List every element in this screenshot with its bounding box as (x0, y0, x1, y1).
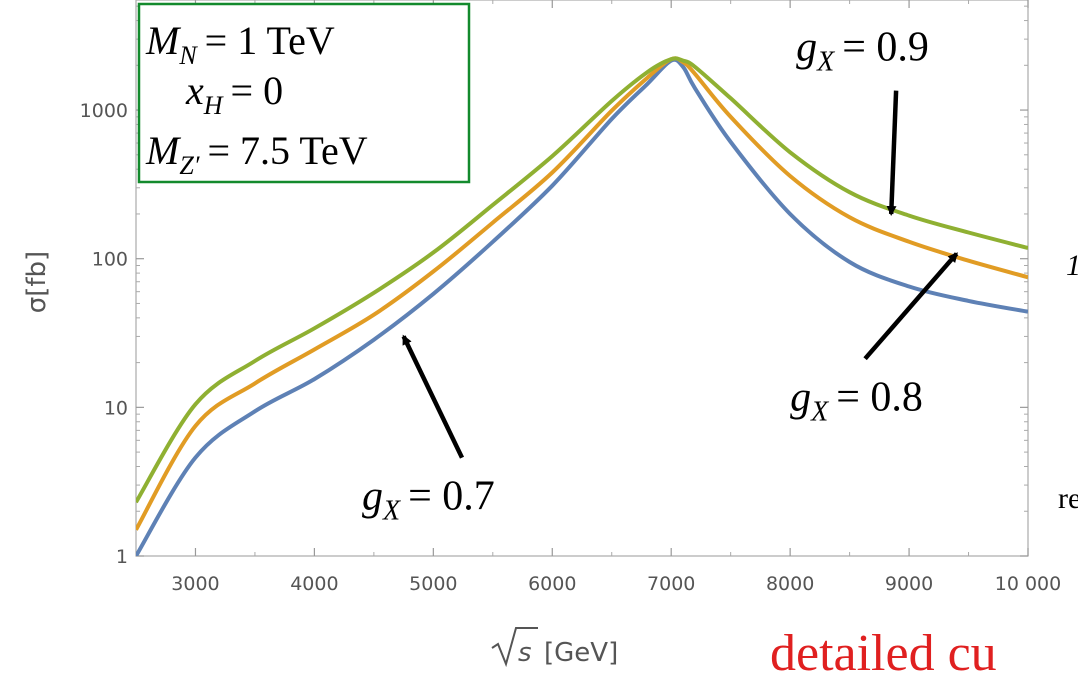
curve-gx-0-7 (136, 57, 1028, 556)
y-axis-label: σ[fb] (22, 251, 52, 313)
curve-gx-0-8 (136, 56, 1028, 531)
x-tick-label: 3000 (171, 573, 219, 595)
x-axis-radicand: s (518, 638, 532, 668)
cropped-caption-text: detailed cu (770, 625, 997, 676)
y-tick-label: 1000 (80, 100, 128, 122)
series-label-gx-0-8: gX = 0.8 (790, 375, 923, 428)
annotation-arrow (401, 334, 465, 459)
parameter-infobox: MN = 1 TeV xH = 0 MZ′ = 7.5 TeV (137, 2, 471, 184)
x-axis-label: s [GeV] (491, 627, 618, 668)
svg-text:MZ′= 7.5 TeV: MZ′ = 7.5 TeV (145, 128, 368, 180)
svg-text:MN= 1 TeV: MN = 1 TeV (145, 18, 335, 70)
axis-tick-labels: 3000 4000 5000 6000 7000 8000 9000 10 000 1 10 100… (80, 100, 1062, 595)
cropped-side-digit: 1 (1066, 249, 1078, 282)
x-axis-unit: [GeV] (544, 638, 618, 668)
annotation-arrows (401, 90, 959, 459)
x-tick-label: 9000 (885, 573, 933, 595)
sqrt-sign-icon (491, 627, 538, 668)
svg-text:xH= 0: xH = 0 (185, 68, 283, 120)
x-tick-label: 5000 (409, 573, 457, 595)
data-series (136, 56, 1028, 556)
x-tick-label: 10 000 (995, 573, 1061, 595)
x-tick-label: 4000 (290, 573, 338, 595)
y-tick-label: 100 (92, 249, 128, 271)
y-tick-label: 10 (104, 397, 128, 419)
plot-frame (135, 0, 1029, 557)
annotation-arrow (886, 90, 899, 216)
cropped-side-text: re (1058, 482, 1078, 515)
series-label-gx-0-7: gX = 0.7 (362, 474, 495, 527)
y-tick-label: 1 (116, 546, 128, 568)
curve-gx-0-9 (136, 56, 1028, 504)
x-tick-label: 8000 (766, 573, 814, 595)
series-label-gx-0-9: gX = 0.9 (796, 25, 929, 78)
x-tick-label: 7000 (647, 573, 695, 595)
x-tick-label: 6000 (528, 573, 576, 595)
annotation-arrow (863, 252, 959, 361)
